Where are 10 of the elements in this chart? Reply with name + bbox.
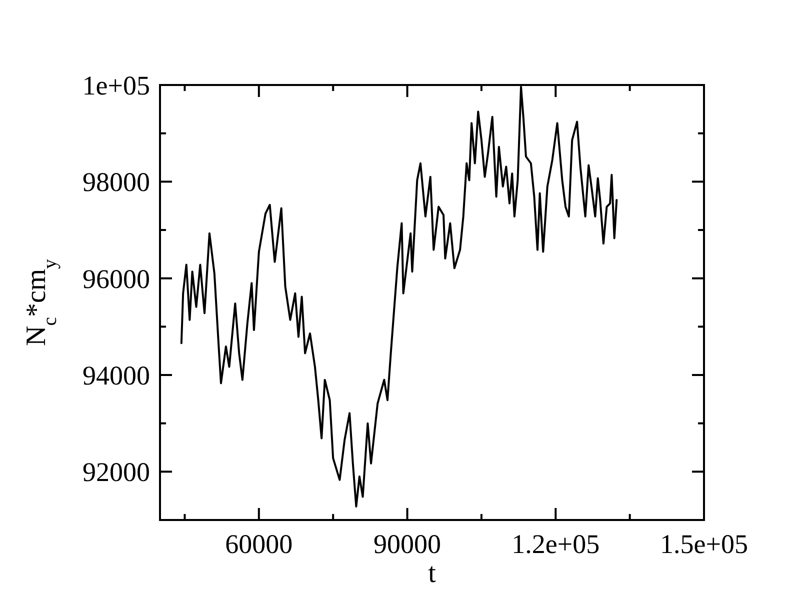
x-tick-label: 1.2e+05 xyxy=(512,529,600,559)
x-axis-title: t xyxy=(428,558,436,589)
x-tick-label: 90000 xyxy=(374,529,442,559)
y-tick-label: 96000 xyxy=(82,264,150,294)
x-tick-label: 60000 xyxy=(225,529,293,559)
y-tick-label: 1e+05 xyxy=(82,70,150,100)
x-tick-label: 1.5e+05 xyxy=(660,529,748,559)
y-tick-label: 94000 xyxy=(82,360,150,390)
y-tick-label: 92000 xyxy=(82,457,150,488)
y-tick-label: 98000 xyxy=(82,167,150,198)
